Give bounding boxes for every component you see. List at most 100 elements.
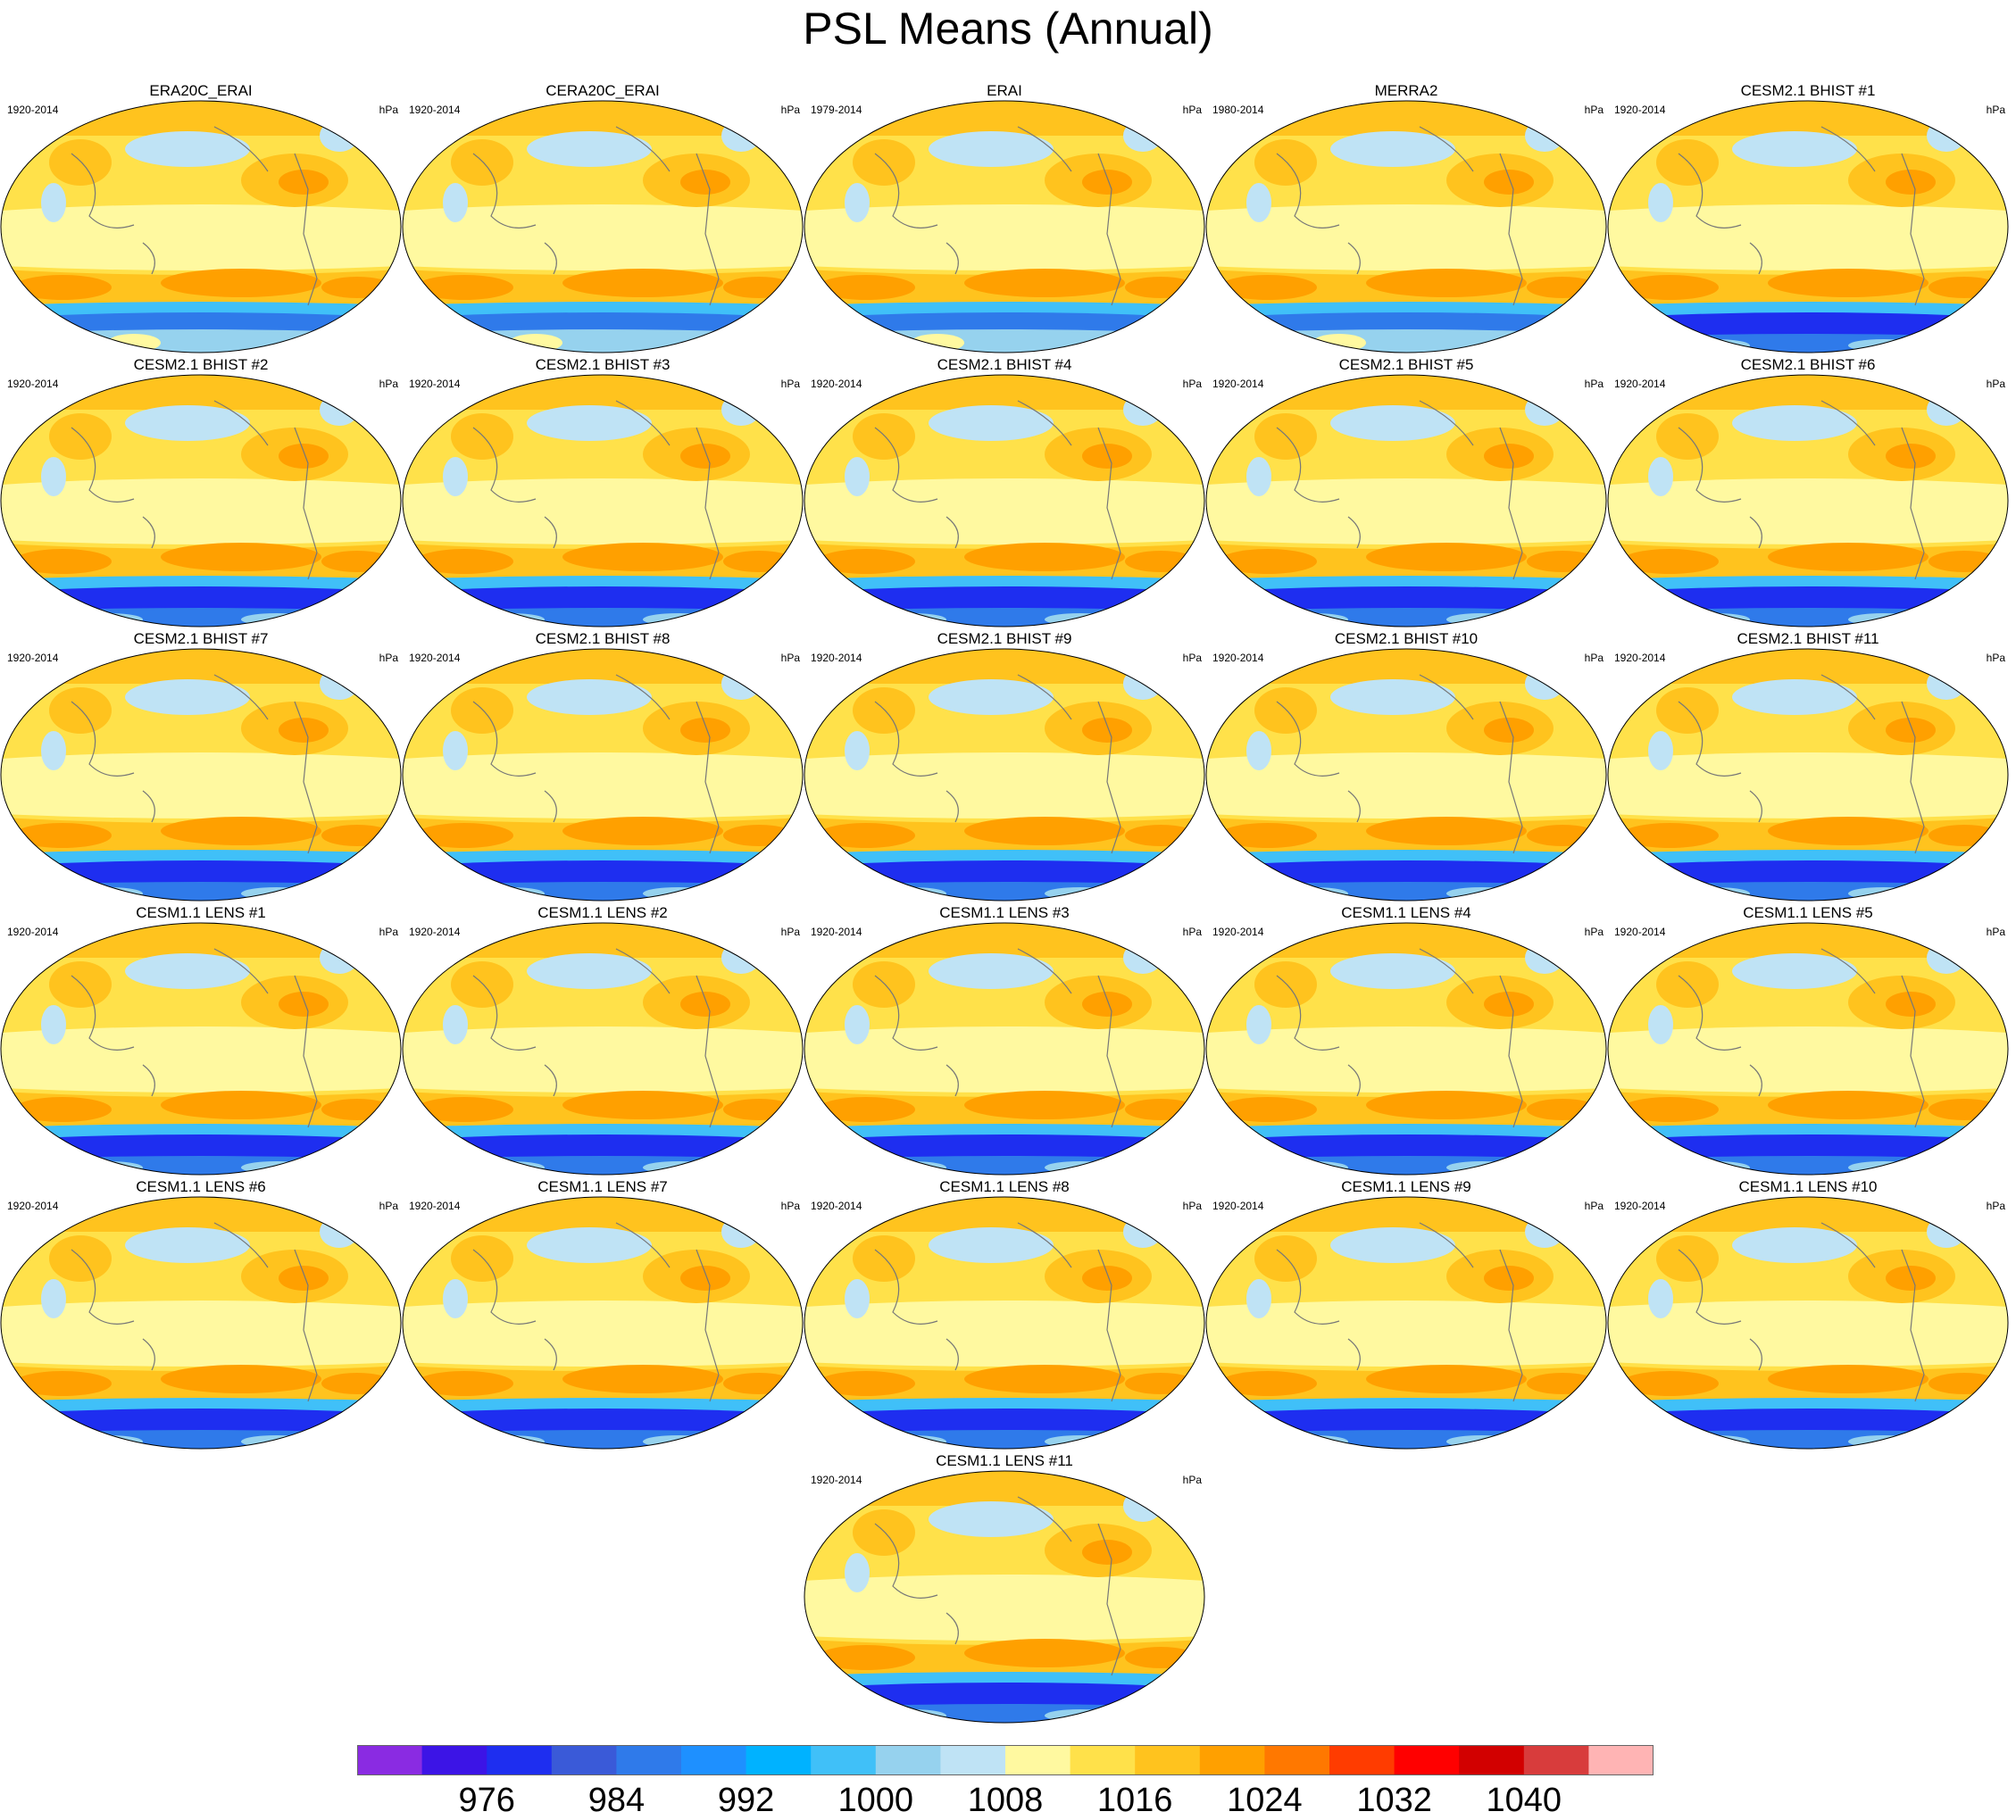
- panel-period: 1920-2014: [409, 378, 461, 390]
- panel-units: hPa: [1182, 104, 1202, 116]
- panel-title: ERA20C_ERAI: [149, 82, 253, 99]
- psl-map: [804, 648, 1205, 902]
- panel-units: hPa: [1584, 926, 1604, 938]
- psl-map: [1607, 100, 2009, 353]
- colorbar-box: [616, 1745, 682, 1775]
- colorbar-box: [487, 1745, 553, 1775]
- panel-units: hPa: [379, 1200, 398, 1212]
- psl-map: [1205, 648, 1607, 902]
- psl-map: [804, 1470, 1205, 1724]
- panel-title: CESM2.1 BHIST #1: [1740, 82, 1876, 99]
- panel-title: CESM2.1 BHIST #10: [1334, 630, 1479, 647]
- panel-units: hPa: [1182, 652, 1202, 664]
- panel-period: 1920-2014: [1212, 926, 1264, 938]
- map-panel: CESM2.1 BHIST #4 1920-2014 hPa: [804, 356, 1205, 629]
- panel-period: 1920-2014: [811, 926, 862, 938]
- psl-map: [804, 922, 1205, 1176]
- colorbar-box: [1070, 1745, 1136, 1775]
- panel-title: CESM2.1 BHIST #8: [535, 630, 671, 647]
- panel-units: hPa: [1986, 104, 2005, 116]
- panel-title: ERAI: [987, 82, 1022, 99]
- panel-period: 1979-2014: [811, 104, 862, 116]
- psl-map: [0, 374, 402, 627]
- panel-period: 1920-2014: [409, 104, 461, 116]
- psl-map: [0, 922, 402, 1176]
- panel-units: hPa: [1584, 104, 1604, 116]
- colorbar-box: [1523, 1745, 1589, 1775]
- psl-map: [1607, 648, 2009, 902]
- panel-units: hPa: [780, 652, 800, 664]
- psl-map: [1205, 922, 1607, 1176]
- panel-period: 1920-2014: [7, 378, 59, 390]
- map-panel: CESM2.1 BHIST #6 1920-2014 hPa: [1607, 356, 2009, 629]
- colorbar-box: [1459, 1745, 1525, 1775]
- panel-period: 1920-2014: [1212, 652, 1264, 664]
- colorbar-tick-label: 1032: [1356, 1782, 1432, 1819]
- panel-period: 1920-2014: [7, 1200, 59, 1212]
- panel-title: CESM2.1 BHIST #4: [937, 356, 1072, 373]
- map-panel: MERRA2 1980-2014 hPa: [1205, 82, 1607, 355]
- colorbar: [357, 1745, 1654, 1775]
- panel-title: CESM1.1 LENS #2: [537, 904, 668, 921]
- panel-period: 1920-2014: [811, 378, 862, 390]
- colorbar-box: [811, 1745, 877, 1775]
- psl-map: [1607, 1196, 2009, 1450]
- map-panel: CERA20C_ERAI 1920-2014 hPa: [402, 82, 804, 355]
- panel-period: 1920-2014: [1614, 926, 1666, 938]
- panel-title: CESM2.1 BHIST #3: [535, 356, 671, 373]
- panel-period: 1920-2014: [1614, 652, 1666, 664]
- colorbar-tick-label: 1000: [837, 1782, 914, 1819]
- panel-period: 1920-2014: [1212, 1200, 1264, 1212]
- psl-map: [0, 100, 402, 353]
- map-panel: CESM2.1 BHIST #1 1920-2014 hPa: [1607, 82, 2009, 355]
- panel-units: hPa: [780, 1200, 800, 1212]
- panel-units: hPa: [780, 926, 800, 938]
- panel-period: 1920-2014: [7, 652, 59, 664]
- colorbar-tick-label: 984: [587, 1782, 646, 1819]
- panel-units: hPa: [1986, 652, 2005, 664]
- colorbar-box: [875, 1745, 941, 1775]
- panel-units: hPa: [379, 378, 398, 390]
- panel-period: 1920-2014: [811, 652, 862, 664]
- panel-title: CESM1.1 LENS #7: [537, 1178, 668, 1195]
- map-panel: CESM1.1 LENS #10 1920-2014 hPa: [1607, 1178, 2009, 1451]
- map-panel: ERAI 1979-2014 hPa: [804, 82, 1205, 355]
- colorbar-box: [421, 1745, 487, 1775]
- map-panel: CESM2.1 BHIST #10 1920-2014 hPa: [1205, 630, 1607, 903]
- panel-units: hPa: [1182, 1200, 1202, 1212]
- psl-map: [1607, 374, 2009, 627]
- panel-units: hPa: [1584, 1200, 1604, 1212]
- colorbar-box: [1135, 1745, 1201, 1775]
- colorbar-box: [1588, 1745, 1654, 1775]
- psl-map: [1205, 1196, 1607, 1450]
- colorbar-box: [1394, 1745, 1460, 1775]
- panel-period: 1920-2014: [7, 104, 59, 116]
- panel-units: hPa: [780, 378, 800, 390]
- map-panel: CESM1.1 LENS #9 1920-2014 hPa: [1205, 1178, 1607, 1451]
- panel-units: hPa: [1584, 652, 1604, 664]
- panel-title: CESM2.1 BHIST #6: [1740, 356, 1876, 373]
- map-panel: CESM1.1 LENS #2 1920-2014 hPa: [402, 904, 804, 1177]
- psl-map: [804, 1196, 1205, 1450]
- psl-map: [1607, 922, 2009, 1176]
- panel-units: hPa: [1182, 1474, 1202, 1486]
- psl-map: [402, 100, 804, 353]
- panel-units: hPa: [379, 652, 398, 664]
- figure-title: PSL Means (Annual): [803, 4, 1213, 54]
- colorbar-box: [940, 1745, 1006, 1775]
- panel-title: CESM1.1 LENS #9: [1341, 1178, 1471, 1195]
- panel-title: CESM1.1 LENS #5: [1743, 904, 1873, 921]
- panel-units: hPa: [379, 926, 398, 938]
- colorbar-tick-label: 1008: [967, 1782, 1044, 1819]
- panel-period: 1920-2014: [1614, 1200, 1666, 1212]
- panel-title: CESM1.1 LENS #3: [939, 904, 1070, 921]
- panel-title: CESM2.1 BHIST #2: [133, 356, 269, 373]
- panel-period: 1980-2014: [1212, 104, 1264, 116]
- map-panel: CESM2.1 BHIST #7 1920-2014 hPa: [0, 630, 402, 903]
- panel-title: CESM2.1 BHIST #5: [1338, 356, 1474, 373]
- map-panel: CESM1.1 LENS #7 1920-2014 hPa: [402, 1178, 804, 1451]
- panel-title: CESM1.1 LENS #11: [936, 1452, 1073, 1469]
- map-panel: CESM1.1 LENS #6 1920-2014 hPa: [0, 1178, 402, 1451]
- panel-title: CERA20C_ERAI: [546, 82, 660, 99]
- psl-map: [0, 1196, 402, 1450]
